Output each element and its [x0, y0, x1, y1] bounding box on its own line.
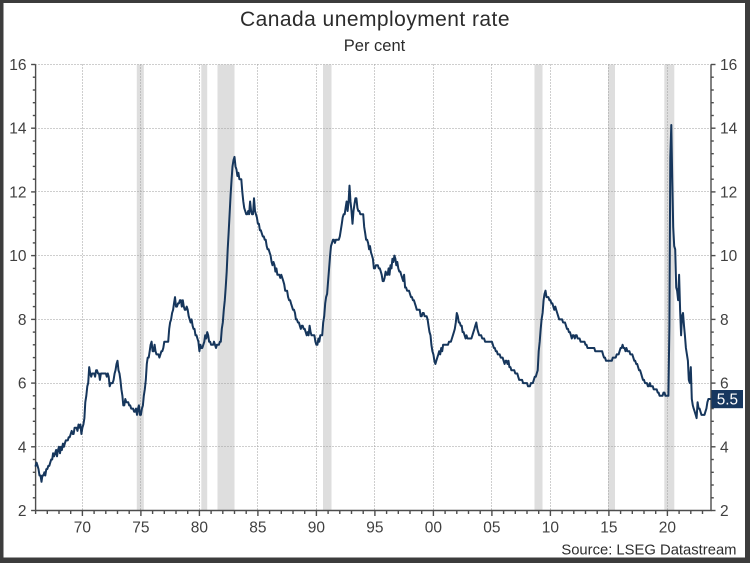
svg-text:85: 85 — [249, 519, 266, 536]
svg-text:70: 70 — [74, 519, 92, 536]
svg-text:8: 8 — [720, 312, 729, 329]
svg-text:6: 6 — [720, 376, 729, 393]
svg-text:20: 20 — [659, 519, 677, 536]
svg-text:4: 4 — [720, 439, 729, 456]
svg-text:Canada unemployment rate: Canada unemployment rate — [240, 8, 510, 31]
svg-text:90: 90 — [308, 519, 326, 536]
svg-text:4: 4 — [18, 439, 27, 456]
svg-text:10: 10 — [542, 519, 560, 536]
svg-text:14: 14 — [9, 121, 27, 138]
svg-text:12: 12 — [9, 184, 26, 201]
svg-text:2: 2 — [720, 503, 729, 520]
svg-text:12: 12 — [720, 184, 737, 201]
svg-text:14: 14 — [720, 121, 738, 138]
svg-text:8: 8 — [18, 312, 27, 329]
svg-text:10: 10 — [720, 248, 738, 265]
svg-text:Per cent: Per cent — [344, 37, 406, 55]
svg-text:5.5: 5.5 — [717, 392, 738, 409]
svg-text:75: 75 — [132, 519, 149, 536]
svg-text:Source: LSEG Datastream: Source: LSEG Datastream — [561, 542, 736, 558]
svg-text:16: 16 — [9, 57, 26, 74]
svg-text:00: 00 — [425, 519, 443, 536]
svg-text:05: 05 — [483, 519, 500, 536]
svg-text:80: 80 — [191, 519, 209, 536]
svg-text:6: 6 — [18, 376, 27, 393]
svg-text:10: 10 — [9, 248, 27, 265]
svg-text:16: 16 — [720, 57, 737, 74]
svg-text:95: 95 — [366, 519, 383, 536]
svg-text:2: 2 — [18, 503, 27, 520]
svg-text:15: 15 — [600, 519, 617, 536]
